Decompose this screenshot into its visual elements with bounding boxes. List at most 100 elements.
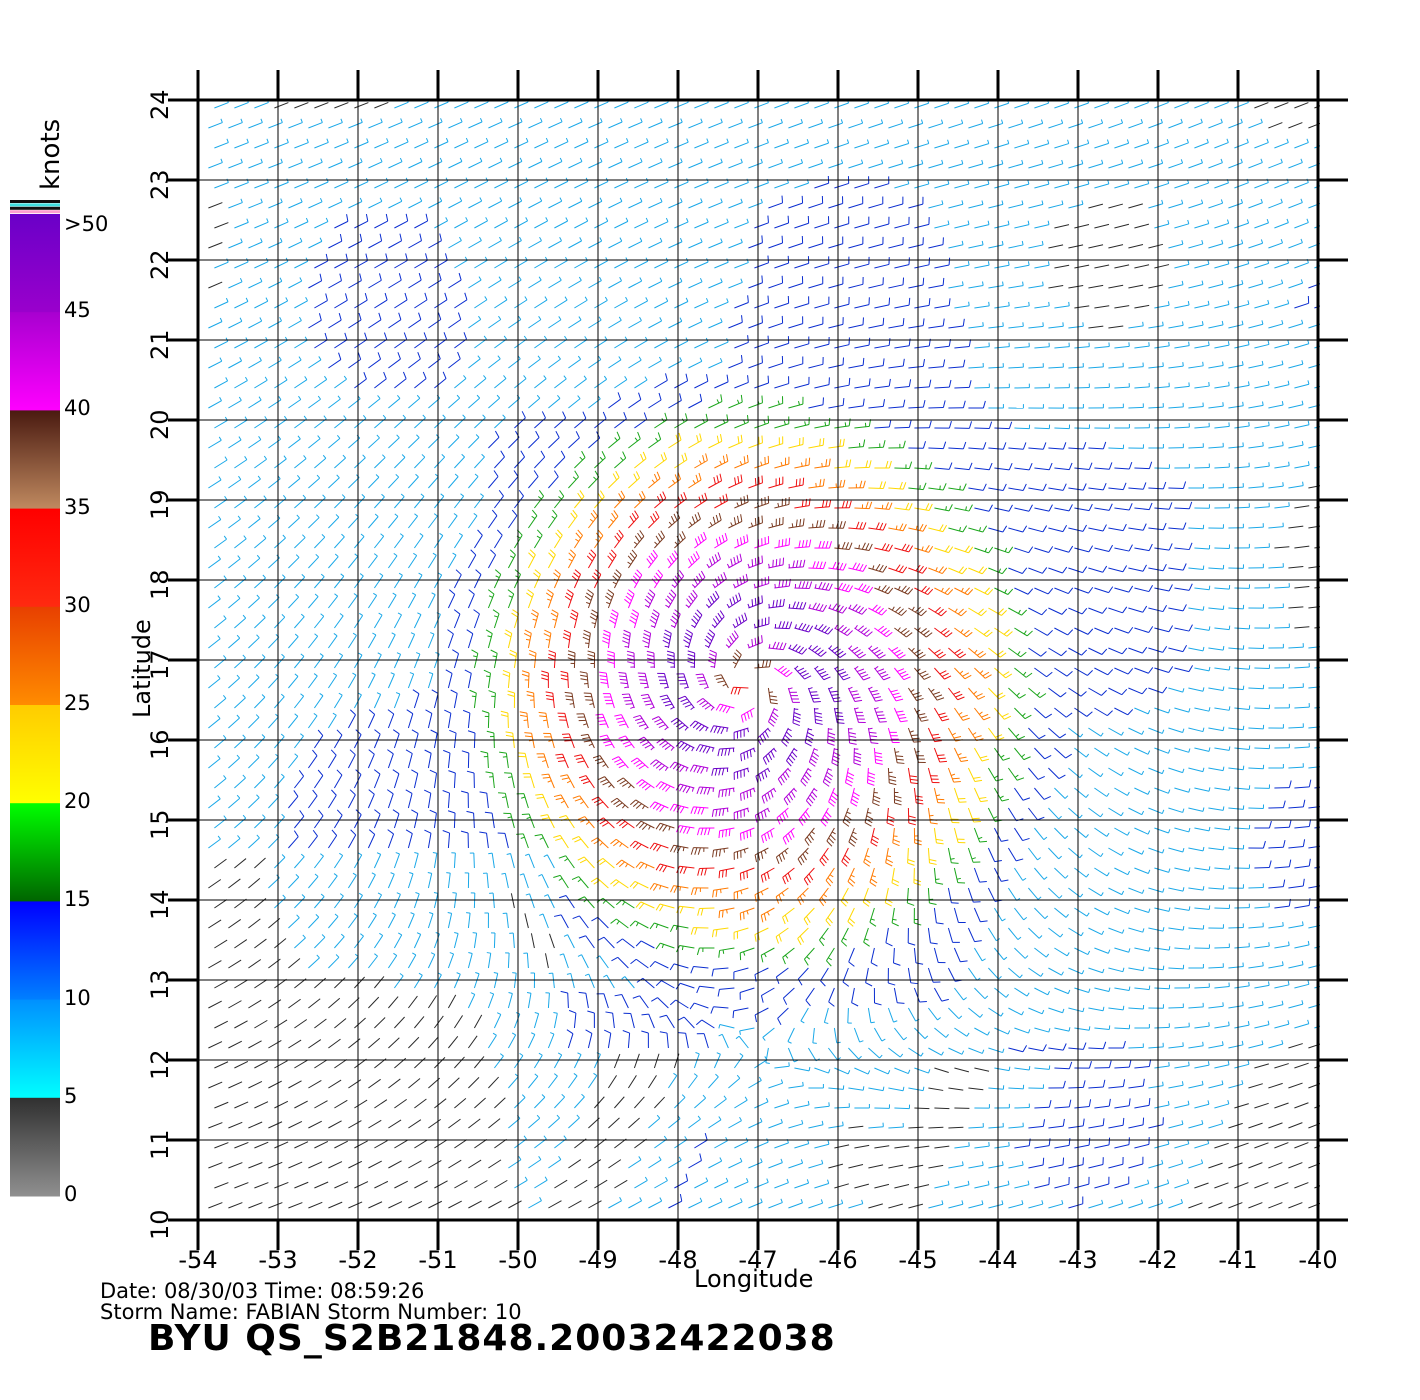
wind-barb [274, 1100, 289, 1109]
wind-barb [553, 834, 569, 849]
wind-barb [726, 592, 742, 609]
wind-barb [1274, 1142, 1289, 1149]
wind-barb [1008, 567, 1028, 574]
wind-barb [853, 707, 866, 723]
wind-barb [254, 734, 266, 749]
longitude-tick-label: -52 [338, 1246, 378, 1274]
wind-barb [408, 1119, 422, 1129]
wind-barb [578, 775, 595, 789]
wind-barb [927, 687, 945, 701]
wind-barb [888, 1203, 903, 1209]
wind-barb [834, 500, 852, 509]
wind-barb [655, 980, 675, 989]
wind-barb [1194, 219, 1210, 229]
wind-barb [428, 157, 443, 169]
wind-barb [928, 159, 944, 169]
wind-barb [1294, 178, 1309, 189]
wind-barb [974, 180, 990, 189]
wind-barb [708, 198, 723, 209]
wind-barb [1294, 339, 1310, 349]
wind-barb [848, 1125, 864, 1129]
longitude-tick-label: -46 [818, 1246, 858, 1274]
longitude-tick-label: -51 [418, 1246, 458, 1274]
wind-barb [1088, 1199, 1104, 1209]
wind-barb [914, 1184, 930, 1189]
wind-barb [803, 867, 815, 886]
wind-barb [754, 415, 770, 429]
wind-barb [1228, 1080, 1244, 1089]
wind-barb [228, 714, 240, 729]
wind-barb [788, 477, 805, 489]
wind-barb [1048, 687, 1067, 698]
wind-barb [1188, 484, 1204, 489]
wind-barb [1014, 180, 1030, 189]
wind-barb [695, 744, 715, 754]
wind-barb [508, 1156, 522, 1169]
wind-barb [408, 118, 423, 129]
wind-barb [608, 1117, 620, 1129]
wind-barb [1288, 1202, 1303, 1209]
wind-barb [593, 529, 604, 549]
wind-barb [1014, 1065, 1031, 1071]
wind-barb [1028, 1007, 1045, 1015]
wind-barb [968, 1123, 984, 1129]
wind-barb [808, 478, 825, 489]
wind-barb [534, 177, 549, 189]
wind-barb [470, 892, 476, 909]
wind-barb [1214, 1060, 1230, 1069]
wind-barb [819, 847, 829, 867]
wind-barb [1194, 826, 1211, 832]
wind-barb [814, 336, 830, 349]
wind-barb [208, 1000, 222, 1009]
wind-barb [894, 257, 910, 269]
wind-barb [768, 1158, 783, 1169]
wind-barb [388, 513, 399, 529]
wind-barb [594, 1096, 605, 1109]
wind-barb [948, 400, 966, 409]
wind-barb [1154, 867, 1171, 873]
wind-barb [1148, 847, 1165, 854]
wind-barb [1274, 703, 1290, 709]
wind-barb [528, 430, 540, 449]
wind-barb [1274, 663, 1290, 669]
wind-barb [392, 769, 400, 789]
wind-barb [1168, 767, 1185, 774]
wind-barb [1068, 403, 1084, 409]
wind-barb [528, 1114, 541, 1129]
wind-barb [1188, 846, 1205, 852]
wind-barb [314, 613, 325, 629]
wind-barb [870, 947, 878, 967]
wind-barb [431, 689, 439, 709]
wind-barb [388, 1160, 402, 1169]
wind-barb [694, 453, 708, 469]
wind-barb [288, 118, 303, 129]
wind-barb [641, 1030, 649, 1049]
wind-barb [1268, 319, 1284, 329]
wind-barb [954, 180, 970, 189]
wind-barb [214, 138, 229, 149]
wind-barb [234, 218, 249, 229]
wind-barb [208, 1081, 223, 1089]
wind-barb [988, 159, 1004, 169]
wind-barb [754, 927, 769, 942]
wind-barb [614, 376, 628, 389]
wind-barb [373, 852, 382, 869]
wind-barb [1188, 606, 1205, 611]
wind-barb [667, 550, 679, 569]
wind-barb [347, 913, 358, 929]
wind-barb [1188, 1002, 1204, 1009]
wind-barb [228, 198, 243, 209]
wind-barb [1194, 905, 1211, 910]
wind-barb [1194, 504, 1210, 509]
wind-barb [714, 493, 729, 509]
wind-barb [754, 536, 770, 549]
wind-barb [733, 847, 749, 860]
wind-barb [848, 277, 864, 289]
wind-barb [1028, 363, 1044, 369]
wind-barb [714, 1095, 727, 1109]
wind-barb [629, 840, 649, 850]
wind-barb [1008, 404, 1024, 409]
wind-barb [1094, 747, 1110, 757]
wind-barb [374, 213, 389, 229]
wind-barb [394, 177, 409, 189]
